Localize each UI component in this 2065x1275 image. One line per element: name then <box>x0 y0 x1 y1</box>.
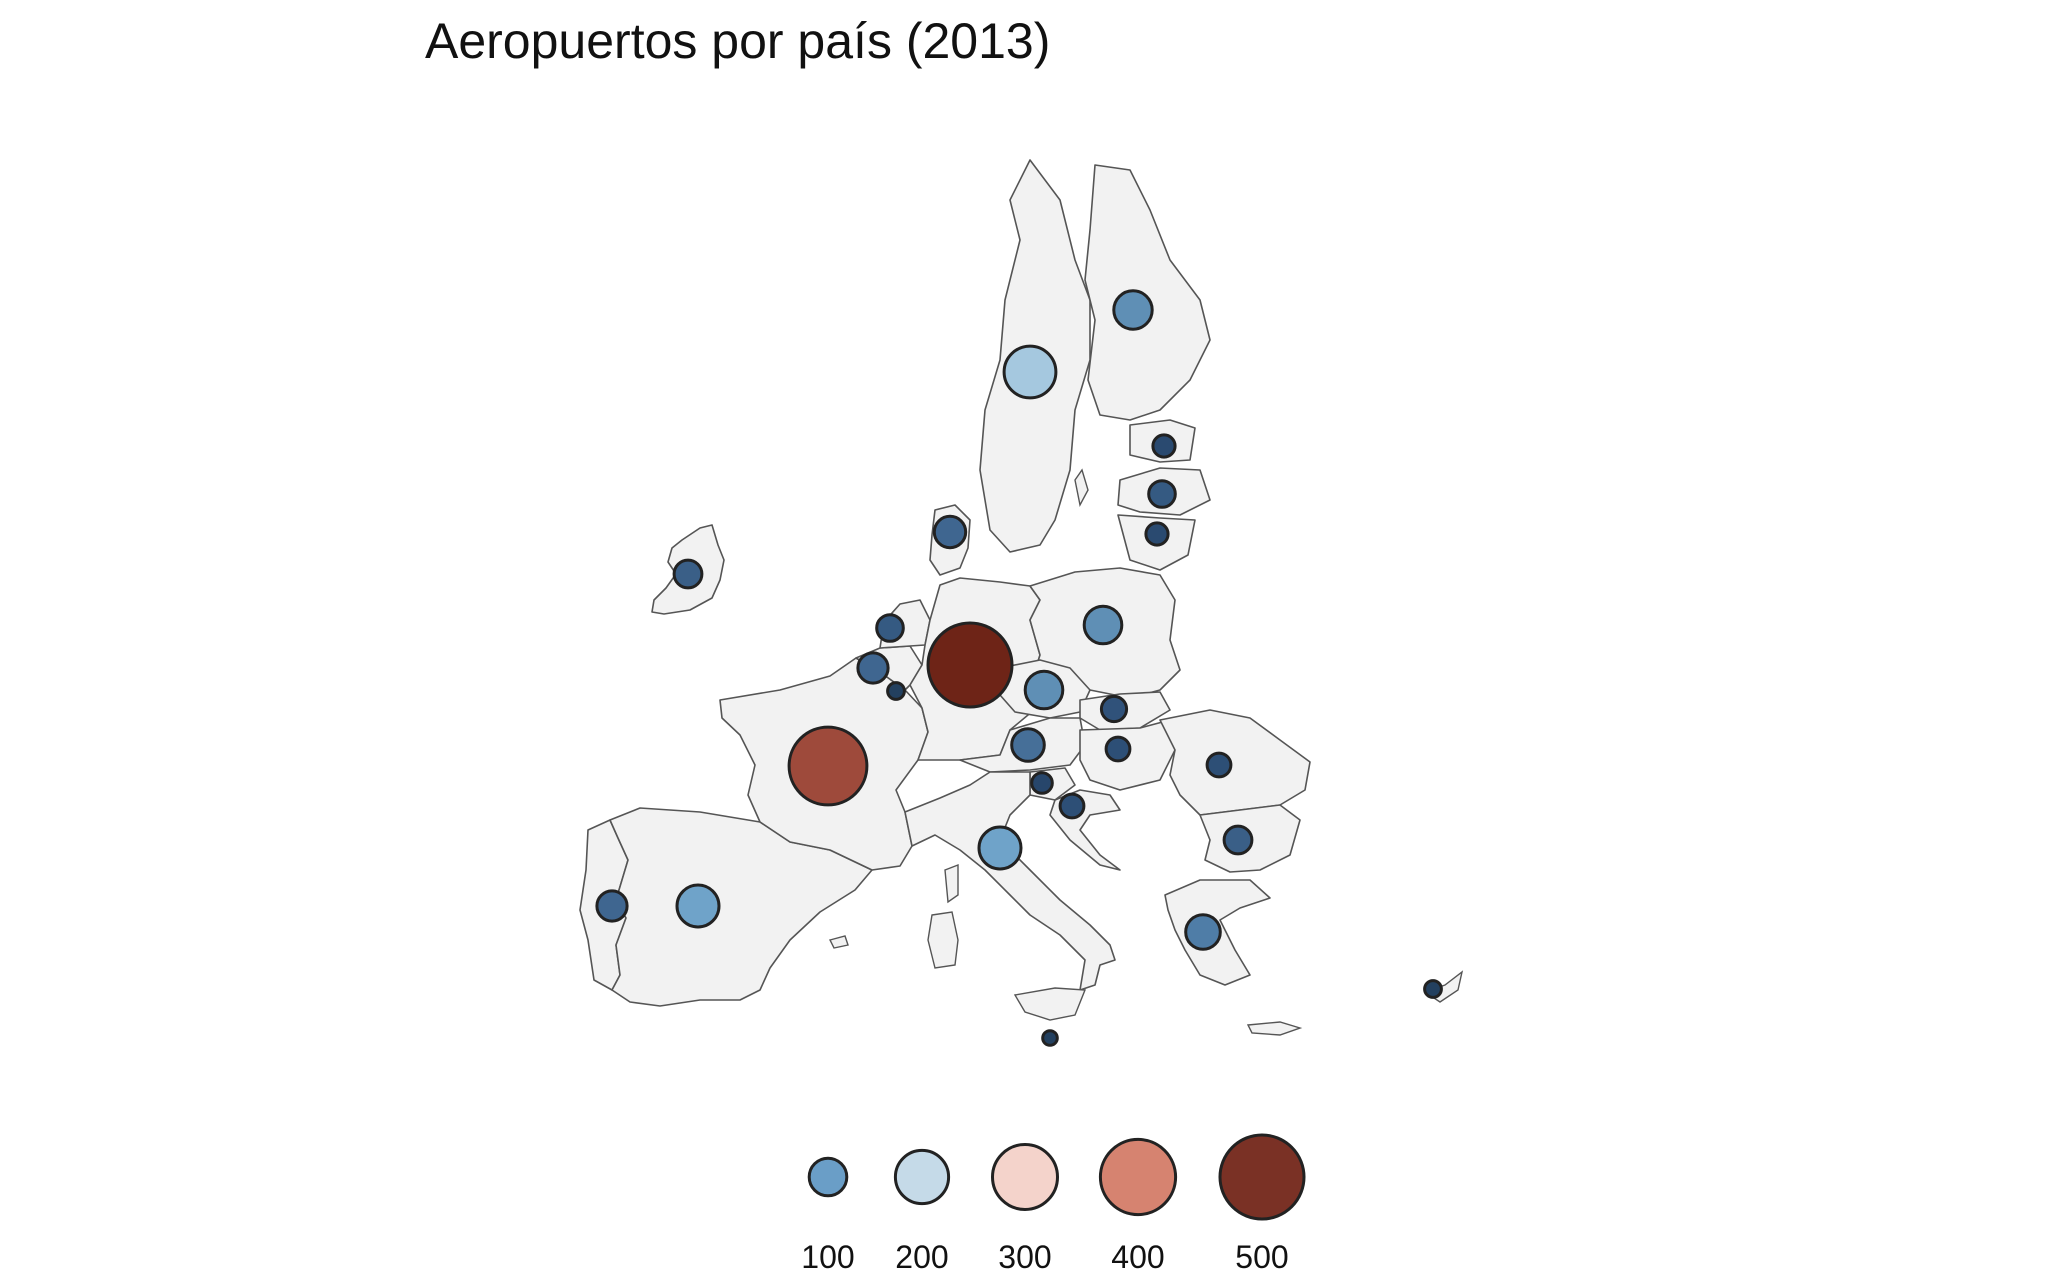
country-romania <box>1159 709 1311 816</box>
bubble-austria <box>1010 727 1046 763</box>
bubble-greece <box>1184 913 1222 951</box>
bubble-germany <box>926 621 1014 709</box>
bubble-netherlands <box>875 613 905 643</box>
bubble-finland <box>1112 289 1154 331</box>
legend-bubble-100 <box>807 1156 849 1198</box>
bubble-ireland <box>672 558 704 590</box>
bubble-italy <box>977 825 1023 871</box>
bubble-slovenia <box>1030 771 1054 795</box>
size-legend: 100 200 300 400 500 <box>801 1133 1306 1275</box>
island-sicily <box>1013 987 1087 1021</box>
bubble-estonia <box>1151 433 1177 459</box>
country-finland <box>1084 164 1211 421</box>
bubble-latvia <box>1147 479 1177 509</box>
bubble-croatia <box>1058 792 1086 820</box>
bubble-romania <box>1205 751 1233 779</box>
bubble-france <box>787 725 869 807</box>
legend-label-500: 500 <box>1235 1239 1288 1275</box>
bubble-malta <box>1041 1029 1059 1047</box>
island-gotland <box>1074 468 1089 508</box>
map-title: Aeropuertos por país (2013) <box>425 13 1051 69</box>
bubble-poland <box>1082 604 1124 646</box>
island-mallorca <box>828 935 849 949</box>
bubble-portugal <box>595 889 629 923</box>
legend-bubble-300 <box>991 1143 1059 1211</box>
island-crete <box>1246 1021 1303 1036</box>
legend-label-400: 400 <box>1111 1239 1164 1275</box>
bubble-belgium <box>856 651 890 685</box>
bubble-sweden <box>1002 344 1058 400</box>
bubble-cyprus <box>1423 979 1443 999</box>
legend-label-300: 300 <box>998 1239 1051 1275</box>
bubble-denmark <box>932 514 968 550</box>
bubble-layer <box>595 289 1443 1047</box>
legend-bubble-200 <box>893 1148 951 1206</box>
legend-label-200: 200 <box>895 1239 948 1275</box>
bubble-slovakia <box>1099 694 1129 724</box>
island-corsica <box>944 863 959 904</box>
bubble-czechia <box>1023 669 1065 711</box>
legend-bubble-500 <box>1218 1133 1306 1221</box>
bubble-lithuania <box>1144 521 1170 547</box>
bubble-luxembourg <box>886 681 906 701</box>
bubble-bulgaria <box>1222 824 1254 856</box>
legend-label-100: 100 <box>801 1239 854 1275</box>
island-sardinia <box>927 911 959 969</box>
legend-bubble-400 <box>1098 1137 1178 1217</box>
country-italy <box>904 771 1116 991</box>
bubble-hungary <box>1104 735 1132 763</box>
bubble-spain <box>675 883 721 929</box>
